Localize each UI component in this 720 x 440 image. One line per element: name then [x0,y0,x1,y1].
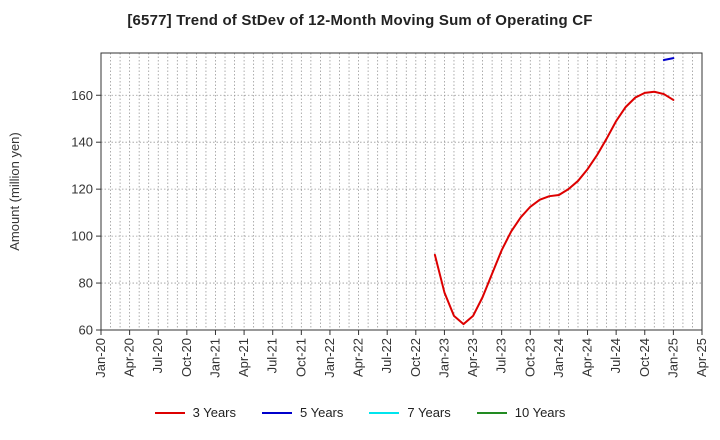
x-tick-label: Apr-21 [236,338,251,377]
legend-swatch-10-years [476,411,507,414]
legend-item-5-years: 5 Years [262,405,343,420]
legend-label-5-years: 5 Years [300,405,344,420]
x-tick-label: Jul-23 [494,338,509,373]
grid-layer [101,53,702,331]
y-tick-label: 100 [71,229,93,244]
legend-label-3-years: 3 Years [192,405,236,420]
x-tick-label: Apr-23 [465,338,480,377]
x-tick-label: Oct-22 [408,338,423,377]
plot-frame [100,52,703,331]
x-tick-label: Jan-23 [436,338,451,378]
legend-swatch-3-years [154,411,185,414]
x-tick-label: Oct-20 [179,338,194,377]
x-tick-label: Oct-21 [293,338,308,377]
chart-title: [6577] Trend of StDev of 12-Month Moving… [127,12,593,29]
x-tick-label: Jan-21 [207,338,222,378]
x-tick-label: Oct-24 [637,338,652,377]
y-tick-label: 160 [71,88,93,103]
x-tick-label: Apr-24 [580,338,595,377]
y-tick-label: 140 [71,135,93,150]
y-tick-label: 80 [79,276,93,291]
x-tick-label: Jan-20 [93,338,108,378]
x-axis-ticks: Jan-20 Apr-20 Jul-20 Oct-20 Jan-21 Apr-21 Jul-… [93,330,709,378]
legend-label-7-years: 7 Years [407,405,451,420]
legend: 3 Years 5 Years 7 Years 10 Years [0,405,720,420]
x-tick-label: Jan-22 [322,338,337,378]
x-tick-label: Apr-20 [122,338,137,377]
y-axis-label: Amount (million yen) [7,132,22,251]
x-tick-label: Oct-23 [522,338,537,377]
legend-label-10-years: 10 Years [514,405,566,420]
x-tick-label: Apr-25 [694,338,709,377]
legend-swatch-7-years [369,411,400,414]
x-tick-label: Jan-24 [551,338,566,378]
y-tick-label: 60 [79,323,93,338]
legend-swatch-5-years [262,411,292,414]
legend-item-7-years: 7 Years [369,405,451,420]
x-tick-label: Jul-22 [379,338,394,373]
series-layer [433,57,675,326]
x-tick-label: Jul-21 [265,338,280,373]
x-tick-label: Apr-22 [351,338,366,377]
x-tick-label: Jan-25 [665,338,680,378]
x-tick-label: Jul-24 [608,338,623,373]
legend-item-3-years: 3 Years [154,405,236,420]
legend-item-10-years: 10 Years [476,405,566,420]
series-line-3-years [433,90,675,326]
y-tick-label: 120 [71,182,93,197]
y-axis-ticks: 60 80 100 120 140 160 [71,88,101,338]
series-line-5-years [662,57,675,62]
x-tick-label: Jul-20 [150,338,165,373]
